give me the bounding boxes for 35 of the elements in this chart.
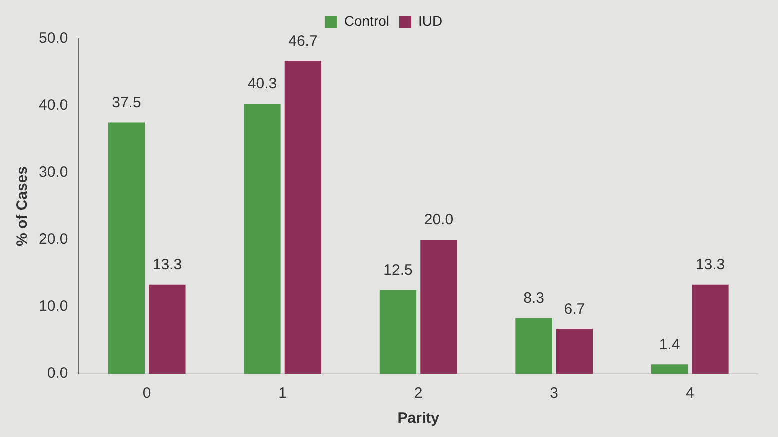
bar — [651, 364, 688, 374]
y-tick-label: 50.0 — [38, 30, 68, 48]
bar — [556, 329, 594, 374]
data-label: 20.0 — [424, 212, 454, 229]
x-axis-title: Parity — [398, 410, 440, 428]
y-tick-label: 30.0 — [38, 164, 68, 182]
bar — [284, 61, 322, 374]
data-label: 37.5 — [112, 94, 142, 112]
x-tick-label: 0 — [142, 385, 152, 402]
data-label: 6.7 — [564, 300, 586, 318]
x-tick-label: 4 — [686, 385, 694, 402]
bar — [420, 240, 458, 374]
data-label: 13.3 — [696, 256, 726, 274]
data-label: 1.4 — [659, 336, 680, 354]
bar — [692, 284, 729, 374]
data-label: 46.7 — [288, 32, 318, 50]
y-axis-title: % of Cases — [14, 166, 32, 247]
x-tick-label: 3 — [550, 385, 559, 402]
y-tick-label: 0.0 — [47, 365, 68, 382]
data-label: 8.3 — [524, 290, 544, 308]
legend-label: Control — [344, 12, 390, 29]
x-tick-label: 1 — [278, 385, 288, 402]
y-tick-label: 40.0 — [38, 97, 68, 114]
y-tick-label: 20.0 — [38, 231, 68, 248]
x-tick-label: 2 — [414, 385, 423, 402]
legend-label: IUD — [418, 12, 443, 29]
bar — [244, 104, 281, 374]
data-label: 40.3 — [248, 76, 278, 93]
data-label: 13.3 — [152, 256, 182, 274]
bar — [516, 318, 552, 374]
bar — [380, 290, 417, 374]
y-tick-label: 10.0 — [38, 298, 68, 316]
data-label: 12.5 — [384, 262, 413, 279]
bar — [149, 284, 186, 374]
bar — [108, 122, 146, 374]
